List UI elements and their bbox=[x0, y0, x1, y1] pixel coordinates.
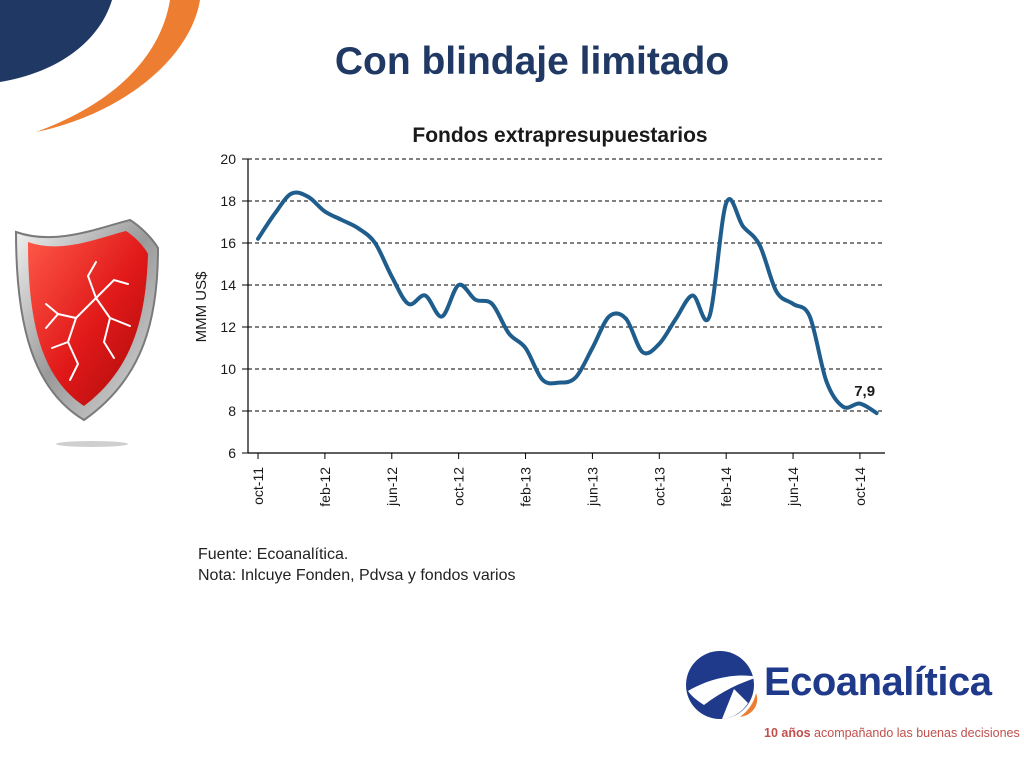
source-note: Fuente: Ecoanalítica. bbox=[198, 546, 349, 563]
x-tick-label: jun-13 bbox=[584, 467, 600, 507]
series-line bbox=[256, 190, 879, 416]
tagline-text: acompañando las buenas decisiones bbox=[810, 726, 1020, 740]
x-tick-label: oct-11 bbox=[250, 467, 266, 505]
chart-notes: Fuente: Ecoanalítica. Nota: Inlcuye Fond… bbox=[198, 544, 516, 586]
x-tick-labels: oct-11 feb-12 jun-12 oct-12 feb-13 jun-13 oct-… bbox=[250, 467, 868, 507]
x-tick-label: jun-12 bbox=[384, 467, 400, 507]
y-tick-labels: 6 8 10 12 14 16 18 20 bbox=[220, 151, 236, 461]
y-axis-label: MMM US$ bbox=[193, 271, 210, 342]
orange-swoosh bbox=[36, 0, 200, 132]
x-tick-label: oct-12 bbox=[451, 467, 467, 506]
slide-title: Con blindaje limitado bbox=[334, 40, 730, 83]
y-tick-label: 14 bbox=[220, 277, 236, 293]
y-tick-label: 10 bbox=[220, 361, 236, 377]
logo-mark-icon bbox=[686, 651, 758, 719]
cracked-shield-icon bbox=[14, 218, 160, 447]
ecoanalitica-logo: Ecoanalítica 10 años acompañando las bue… bbox=[682, 642, 1020, 752]
annotations: 7,9 bbox=[854, 383, 875, 400]
x-tick-label: feb-14 bbox=[718, 467, 734, 507]
chart-title: Fondos extrapresupuestarios bbox=[412, 124, 707, 147]
tagline-years: 10 años bbox=[764, 726, 811, 740]
x-tick-label: feb-13 bbox=[518, 467, 534, 507]
y-tick-label: 6 bbox=[228, 445, 236, 461]
y-tick-label: 20 bbox=[220, 151, 236, 167]
y-tick-label: 12 bbox=[220, 319, 236, 335]
data-label: 7,9 bbox=[854, 383, 875, 400]
x-tick-label: oct-13 bbox=[651, 467, 667, 506]
axes bbox=[242, 158, 885, 459]
logo-wordmark: Ecoanalítica bbox=[764, 660, 992, 704]
gridlines bbox=[248, 158, 885, 412]
y-tick-label: 18 bbox=[220, 193, 236, 209]
x-tick-label: jun-14 bbox=[785, 467, 801, 507]
footnote: Nota: Inlcuye Fonden, Pdvsa y fondos var… bbox=[198, 567, 516, 584]
series bbox=[256, 190, 879, 416]
logo-tagline: 10 años acompañando las buenas decisione… bbox=[764, 726, 1020, 740]
y-tick-label: 16 bbox=[220, 235, 236, 251]
navy-corner-shape bbox=[0, 0, 112, 82]
chart: Fondos extrapresupuestarios MMM US$ 6 8 10… bbox=[193, 124, 885, 507]
x-tick-label: feb-12 bbox=[317, 467, 333, 507]
x-tick-label: oct-14 bbox=[852, 467, 868, 506]
y-tick-label: 8 bbox=[228, 403, 236, 419]
corner-decoration bbox=[0, 0, 200, 132]
